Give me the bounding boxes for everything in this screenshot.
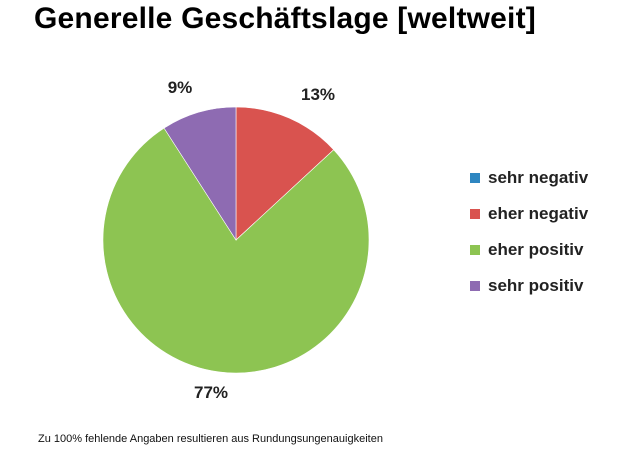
footnote: Zu 100% fehlende Angaben resultieren aus… [38,433,383,445]
pie-slice-eher-positiv [102,127,370,374]
legend-label: eher negativ [488,204,589,223]
legend-label: eher positiv [488,240,584,259]
legend: sehr negativ eher negativ eher positiv s… [470,160,588,304]
legend-item-sehr-positiv: sehr positiv [470,268,588,304]
legend-swatch-eher-positiv [470,245,480,255]
legend-label: sehr negativ [488,168,589,187]
pie-slice-sehr-positiv [163,106,237,242]
data-label-eher-positiv: 77% [194,383,228,402]
legend-item-eher-positiv: eher positiv [470,232,588,268]
legend-swatch-eher-negativ [470,209,480,219]
data-label-sehr-positiv: 9% [168,78,193,97]
legend-swatch-sehr-negativ [470,173,480,183]
pie-slice-eher-negativ [235,106,335,241]
data-label-eher-negativ: 13% [301,85,335,104]
legend-item-sehr-negativ: sehr negativ [470,160,588,196]
legend-label: sehr positiv [488,276,584,295]
legend-swatch-sehr-positiv [470,281,480,291]
legend-item-eher-negativ: eher negativ [470,196,588,232]
chart-title: Generelle Geschäftslage [weltweit] [34,2,536,35]
